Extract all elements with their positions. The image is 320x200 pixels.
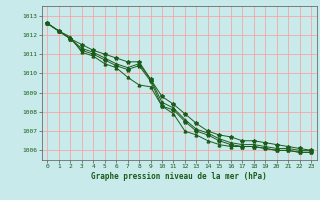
X-axis label: Graphe pression niveau de la mer (hPa): Graphe pression niveau de la mer (hPa)	[91, 172, 267, 181]
